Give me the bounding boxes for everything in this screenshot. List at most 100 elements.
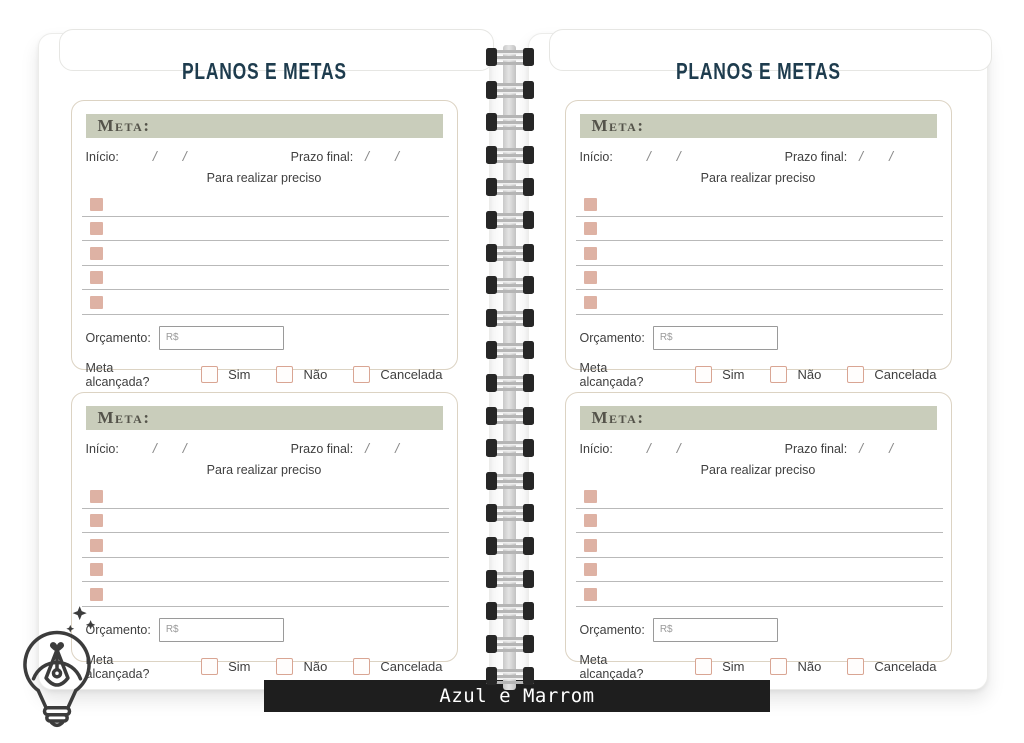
orcamento-input[interactable] (158, 617, 284, 642)
spiral-ring (486, 406, 534, 425)
date-slash: / (889, 148, 893, 164)
spiral-ring (486, 471, 534, 490)
cancelada-label: Cancelada (380, 659, 443, 674)
nao-checkbox[interactable] (276, 658, 294, 675)
item-checkbox[interactable] (89, 563, 103, 577)
page-title: PLANOS E METAS (675, 58, 841, 84)
item-row (575, 290, 943, 315)
item-checkbox[interactable] (89, 538, 103, 552)
meta-header-bar: Meta: (579, 406, 937, 430)
date-slash: / (365, 148, 370, 164)
orcamento-input[interactable] (652, 617, 778, 642)
inicio-label: Início: (579, 442, 613, 456)
spiral-ring (486, 341, 534, 360)
sim-checkbox[interactable] (695, 366, 713, 383)
para-realizar-label: Para realizar preciso (206, 463, 322, 477)
page-left: PLANOS E METAS Meta: Início: / / Prazo f… (38, 29, 494, 690)
sim-label: Sim (228, 367, 251, 382)
item-row (81, 192, 449, 217)
bulb-base-ring (45, 712, 69, 723)
cancelada-checkbox[interactable] (353, 658, 371, 675)
item-row (81, 558, 449, 582)
nao-checkbox[interactable] (770, 366, 788, 383)
orcamento-label: Orçamento: (85, 330, 151, 345)
item-checkbox[interactable] (583, 489, 597, 503)
meta-alcancada-label: Meta alcançada? (579, 360, 644, 389)
nao-label: Não (797, 659, 822, 674)
item-checkbox[interactable] (583, 246, 597, 260)
spiral-ring (486, 145, 534, 164)
date-slash: / (676, 148, 681, 164)
cancelada-checkbox[interactable] (353, 366, 371, 383)
item-checkbox[interactable] (89, 246, 103, 260)
cancelada-label: Cancelada (874, 367, 937, 382)
para-realizar-label: Para realizar preciso (206, 171, 322, 185)
meta-card: Meta: Início: / / Prazo final: / / Para … (70, 100, 458, 389)
spiral-ring (486, 439, 534, 458)
item-checkbox[interactable] (89, 222, 103, 236)
bulb-outline (23, 630, 91, 693)
item-row (575, 217, 943, 241)
cancelada-label: Cancelada (380, 367, 443, 382)
option-cancelada: Cancelada (353, 658, 443, 675)
sim-checkbox[interactable] (201, 658, 219, 675)
item-row (575, 266, 943, 290)
option-nao: Não (770, 366, 821, 383)
item-row (575, 509, 943, 533)
item-checkbox[interactable] (583, 538, 597, 552)
item-row (575, 533, 943, 558)
meta-header-bar: Meta: (85, 114, 443, 138)
item-checkbox[interactable] (583, 563, 597, 577)
date-slash: / (646, 148, 651, 164)
prazo-final-label: Prazo final: (290, 442, 354, 456)
orcamento-input[interactable] (652, 325, 778, 350)
item-checkbox[interactable] (583, 197, 597, 211)
status-row: Meta alcançada? Sim Não Cancelada (580, 361, 937, 389)
date-slash: / (182, 148, 187, 164)
cancelada-checkbox[interactable] (847, 658, 865, 675)
item-row (81, 582, 449, 607)
spiral-ring (486, 243, 534, 262)
meta-label: Meta: (97, 408, 151, 427)
inicio-label: Início: (579, 150, 613, 164)
item-checkbox[interactable] (89, 295, 103, 309)
cancelada-checkbox[interactable] (847, 366, 865, 383)
sim-checkbox[interactable] (201, 366, 219, 383)
meta-card: Meta: Início: / / Prazo final: / / Para … (564, 100, 952, 389)
meta-alcancada-label: Meta alcançada? (85, 360, 150, 389)
item-row (575, 582, 943, 607)
nao-checkbox[interactable] (276, 366, 294, 383)
status-row: Meta alcançada? Sim Não Cancelada (86, 653, 443, 681)
item-row (575, 192, 943, 217)
item-row (81, 290, 449, 315)
item-checkbox[interactable] (583, 295, 597, 309)
page-right: PLANOS E METAS Meta: Início: / / Prazo f… (528, 29, 992, 690)
items-list (575, 484, 943, 607)
item-checkbox[interactable] (89, 271, 103, 285)
budget-row: Orçamento: (85, 325, 443, 350)
date-slash: / (152, 148, 157, 164)
item-checkbox[interactable] (89, 587, 103, 601)
item-checkbox[interactable] (89, 489, 103, 503)
sim-checkbox[interactable] (695, 658, 713, 675)
orcamento-input[interactable] (158, 325, 284, 350)
item-checkbox[interactable] (583, 222, 597, 236)
meta-header-bar: Meta: (579, 114, 937, 138)
item-checkbox[interactable] (583, 587, 597, 601)
item-checkbox[interactable] (89, 514, 103, 528)
page-header: PLANOS E METAS (39, 58, 489, 86)
nao-checkbox[interactable] (770, 658, 788, 675)
heart-icon (49, 642, 65, 653)
item-row (575, 484, 943, 509)
items-list (81, 484, 449, 607)
budget-row: Orçamento: (86, 617, 443, 642)
spiral-ring (486, 178, 534, 197)
item-checkbox[interactable] (89, 197, 103, 211)
date-slash: / (676, 440, 681, 456)
date-slash: / (395, 440, 399, 456)
item-checkbox[interactable] (583, 271, 597, 285)
option-nao: Não (276, 366, 327, 383)
date-slash: / (152, 440, 157, 456)
item-checkbox[interactable] (583, 514, 597, 528)
